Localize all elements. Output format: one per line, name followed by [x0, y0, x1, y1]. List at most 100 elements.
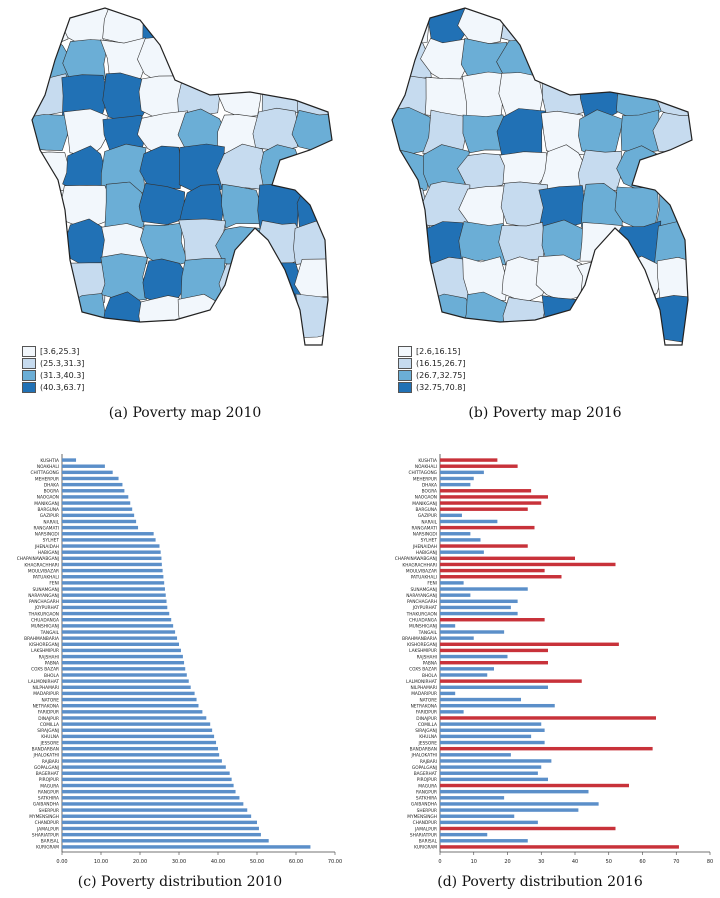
legend-item: (26.7,32.75]: [398, 369, 466, 381]
bar: [440, 685, 548, 689]
bar: [62, 587, 165, 591]
category-label: SATKHIRA: [38, 796, 59, 802]
bar: [62, 464, 105, 468]
distribution-2016-panel: KUSHTIA NOAKHALI CHITTAGONG MEHERPUR DHAKA BO…: [360, 445, 720, 870]
caption-a: (a) Poverty map 2010: [108, 405, 262, 421]
bar: [62, 495, 129, 499]
district-region: [541, 38, 583, 79]
category-label: MAGURA: [40, 783, 59, 789]
bar: [62, 550, 161, 554]
bar: [62, 759, 222, 763]
category-label: GAIBANDHA: [411, 802, 437, 808]
bar: [440, 476, 474, 481]
category-label: KISHOREGANJ: [407, 642, 437, 648]
category-label: BRAHMANBARIA: [24, 636, 59, 642]
legend-swatch: [22, 357, 36, 369]
bar: [440, 624, 456, 628]
category-label: DHAKA: [422, 482, 437, 488]
district-region: [537, 8, 587, 47]
poverty-map-2010: [31, 7, 333, 346]
bar: [440, 691, 456, 696]
legend-item: (32.75,70.8]: [398, 381, 466, 393]
category-label: RAJBARI: [42, 759, 59, 765]
bar: [440, 538, 481, 542]
category-label: MAGURA: [418, 783, 437, 789]
district-region: [294, 258, 332, 298]
x-tick-label: 50: [606, 859, 612, 865]
bar: [62, 777, 232, 782]
bar: [440, 556, 575, 561]
category-label: DINAJPUR: [38, 716, 59, 722]
bar: [440, 697, 521, 702]
district-region: [576, 35, 629, 80]
category-label: JHENAIDAH: [34, 544, 59, 550]
category-label: SUNAMGANJ: [33, 587, 59, 593]
x-tick-label: 10.00: [94, 859, 108, 865]
district-region: [104, 181, 147, 233]
caption-b: (b) Poverty map 2016: [468, 405, 622, 421]
bar: [440, 470, 484, 475]
district-region: [496, 108, 547, 157]
district-region: [177, 293, 228, 343]
category-label: SHERPUR: [39, 808, 59, 814]
category-label: THAKURGAON: [28, 611, 59, 617]
category-label: NAOGAON: [37, 495, 59, 501]
bar: [440, 513, 462, 518]
bar: [62, 722, 211, 726]
category-label: BHOLA: [44, 673, 59, 679]
district-region: [213, 8, 269, 48]
poverty-distribution-2016-chart: KUSHTIANOAKHALICHITTAGONGMEHERPURDHAKABO…: [395, 454, 713, 865]
district-region: [138, 183, 186, 226]
bar: [62, 839, 269, 843]
legend-swatch: [398, 357, 412, 369]
bar: [62, 697, 197, 702]
bar: [62, 519, 137, 524]
bar: [62, 575, 164, 579]
district-region: [217, 73, 263, 118]
bar: [440, 587, 528, 591]
district-region: [184, 8, 225, 48]
bar: [440, 771, 538, 775]
bar: [440, 618, 545, 622]
bar: [440, 802, 599, 806]
category-label: SHARIATPUR: [410, 832, 437, 838]
bar: [440, 611, 518, 616]
category-label: HABIGANJ: [38, 550, 59, 556]
category-label: BHOLA: [422, 673, 437, 679]
category-label: MOULVIBAZAR: [406, 568, 437, 574]
category-label: CHAPAINAWABGANJ: [395, 556, 437, 562]
bar: [62, 716, 207, 720]
bar: [62, 581, 165, 585]
category-label: JESSORE: [417, 740, 437, 746]
category-label: SYLHET: [421, 538, 438, 544]
bar: [440, 489, 532, 493]
category-label: JOYPURHAT: [34, 605, 60, 611]
district-region: [616, 145, 665, 192]
district-region: [255, 292, 301, 342]
category-label: NARSINGDI: [413, 532, 437, 538]
category-label: GOPALGANJ: [412, 765, 437, 771]
category-label: BANDARBAN: [32, 746, 59, 752]
poverty-distribution-2010-chart: KUSHTIANOAKHALICHITTAGONGMEHERPURDHAKABO…: [17, 454, 342, 865]
category-label: NILPHAMARI: [32, 685, 59, 691]
category-label: BOGRA: [44, 489, 59, 495]
bar: [62, 746, 218, 751]
bar: [440, 501, 542, 505]
bar: [62, 771, 230, 775]
bar: [62, 611, 170, 616]
category-label: BRAHMANBARIA: [402, 636, 437, 642]
category-label: NARAIL: [43, 519, 59, 525]
bar: [440, 458, 498, 462]
category-label: THAKURGAON: [406, 611, 437, 617]
district-region: [654, 77, 692, 120]
legend-swatch: [398, 345, 412, 357]
bar: [62, 476, 119, 481]
category-label: COMILLA: [40, 722, 59, 728]
bar: [440, 777, 548, 782]
bar: [440, 734, 532, 739]
bar: [440, 575, 562, 579]
map-2010-legend: [3.6,25.3] (25.3,31.3] (31.3,40.3] (40.3,63…: [22, 345, 84, 393]
x-tick-label: 30: [538, 859, 544, 865]
category-label: PIROJPUR: [417, 777, 437, 783]
district-region: [392, 290, 432, 340]
